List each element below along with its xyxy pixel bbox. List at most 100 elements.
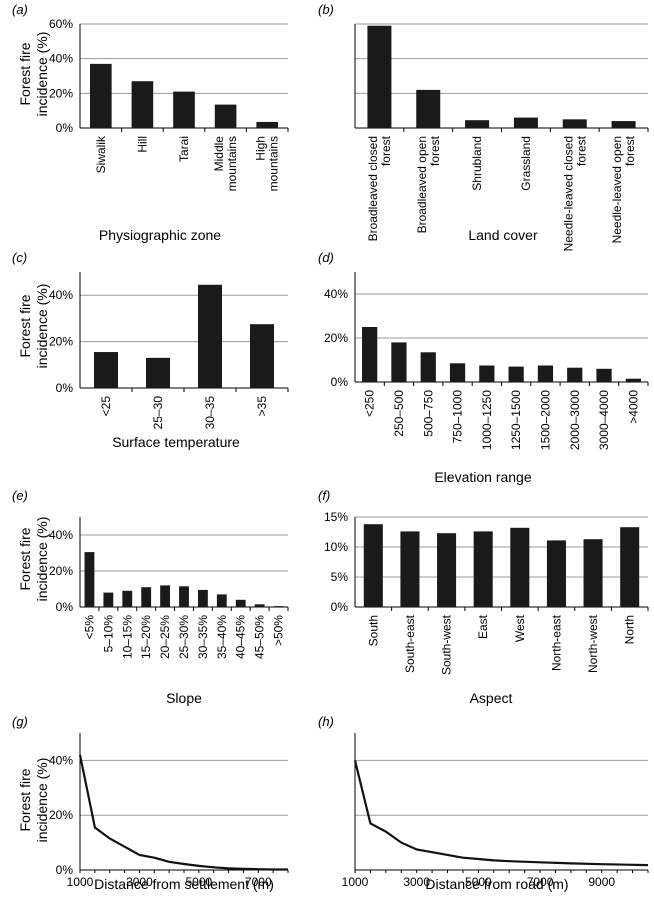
bar — [420, 352, 436, 382]
panel-label: (h) — [318, 714, 334, 729]
y-tick-label: 15% — [324, 510, 348, 524]
x-tick-label: 7000 — [245, 875, 272, 889]
y-tick-label: 0% — [331, 375, 349, 389]
bar — [273, 606, 284, 607]
y-tick-label: 60% — [49, 17, 73, 31]
panel-label: (d) — [318, 250, 334, 265]
x-tick-label: mountains — [225, 136, 239, 191]
panel-label: (g) — [12, 714, 28, 729]
x-axis-title: Aspect — [470, 690, 513, 706]
x-tick-label: West — [513, 614, 527, 642]
x-tick-label: North — [623, 615, 637, 644]
bar — [362, 327, 378, 382]
x-axis-title: Surface temperature — [112, 434, 240, 450]
x-tick-label: forest — [574, 135, 588, 166]
y-tick-label: 20% — [49, 564, 73, 578]
x-tick-label: 5000 — [465, 875, 492, 889]
x-tick-label: Siwalik — [94, 135, 108, 173]
x-axis-title: Distance from settlement (m) — [94, 876, 274, 892]
bar — [94, 352, 118, 388]
x-tick-label: 30–35% — [196, 615, 210, 659]
y-tick-label: 20% — [49, 86, 73, 100]
x-tick-label: 25–30% — [177, 615, 191, 659]
x-tick-label: 9000 — [588, 875, 615, 889]
x-tick-label: 10–15% — [120, 615, 134, 659]
y-tick-label: 40% — [49, 528, 73, 542]
bar — [122, 590, 133, 607]
bar — [620, 527, 640, 607]
x-tick-label: 40–45% — [234, 615, 248, 659]
y-axis-label: Forest fire — [17, 768, 33, 831]
series-line — [78, 754, 288, 871]
bar — [197, 589, 208, 607]
x-tick-label: 45–50% — [253, 615, 267, 659]
bar — [625, 378, 641, 382]
x-tick-label: 3000–4000 — [597, 390, 611, 450]
x-tick-label: East — [476, 614, 490, 639]
panel-label: (b) — [318, 2, 334, 17]
bar — [367, 25, 392, 128]
bar — [416, 89, 441, 128]
panel-label: (a) — [12, 2, 28, 17]
y-tick-label: 10% — [324, 540, 348, 554]
y-axis-label: incidence (%) — [34, 758, 50, 843]
y-tick-label: 20% — [49, 335, 73, 349]
x-tick-label: 20–25% — [158, 615, 172, 659]
x-tick-label: Tarai — [177, 136, 191, 162]
x-tick-label: 15–20% — [139, 615, 153, 659]
bar — [214, 104, 237, 128]
panel-label: (e) — [12, 488, 28, 503]
bar — [173, 91, 195, 128]
bar — [256, 121, 279, 128]
bar — [250, 324, 274, 388]
bar — [141, 587, 152, 607]
x-tick-label: High — [254, 136, 268, 161]
bar — [437, 533, 457, 607]
x-tick-label: >35 — [255, 396, 269, 417]
x-tick-label: <5% — [82, 615, 96, 640]
bar — [400, 531, 420, 607]
x-tick-label: 5–10% — [101, 615, 115, 653]
x-tick-label: mountains — [267, 136, 281, 191]
bar — [465, 120, 490, 128]
x-tick-label: 500–750 — [421, 390, 435, 437]
x-tick-label: 5000 — [186, 875, 213, 889]
y-tick-label: 40% — [324, 287, 348, 301]
x-axis-title: Distance from road (m) — [425, 876, 568, 892]
bar — [473, 531, 493, 607]
y-axis-label: incidence (%) — [34, 284, 50, 369]
bar — [546, 540, 566, 607]
bar — [537, 365, 554, 382]
x-tick-label: North-west — [586, 614, 600, 673]
x-tick-label: 1000–1250 — [480, 390, 494, 450]
x-tick-label: 250–500 — [392, 390, 406, 437]
x-tick-label: 7000 — [527, 875, 554, 889]
y-axis-label: incidence (%) — [34, 32, 50, 117]
x-tick-label: Hill — [135, 136, 149, 153]
x-tick-label: Needle-leaved open — [610, 136, 624, 243]
y-tick-label: 0% — [56, 121, 74, 135]
panel-label: (c) — [12, 250, 27, 265]
x-tick-label: North-east — [549, 614, 563, 671]
x-axis-title: Land cover — [468, 227, 538, 243]
x-tick-label: 35–40% — [215, 615, 229, 659]
y-tick-label: 20% — [324, 331, 348, 345]
bar — [596, 368, 612, 382]
bar — [84, 552, 95, 607]
x-tick-label: forest — [623, 135, 637, 166]
bar — [391, 342, 407, 382]
bar — [479, 365, 495, 382]
bar — [611, 121, 636, 128]
bar — [89, 63, 112, 128]
bar — [179, 586, 189, 607]
x-tick-label: <25 — [99, 396, 113, 417]
y-axis-label: Forest fire — [17, 294, 33, 357]
bar — [363, 524, 383, 607]
series-line — [353, 760, 649, 867]
y-tick-label: 0% — [56, 600, 74, 614]
x-tick-label: Needle-leaved closed — [561, 136, 575, 251]
y-tick-label: 5% — [331, 570, 349, 584]
y-tick-label: 20% — [49, 808, 73, 822]
x-tick-label: forest — [428, 135, 442, 166]
